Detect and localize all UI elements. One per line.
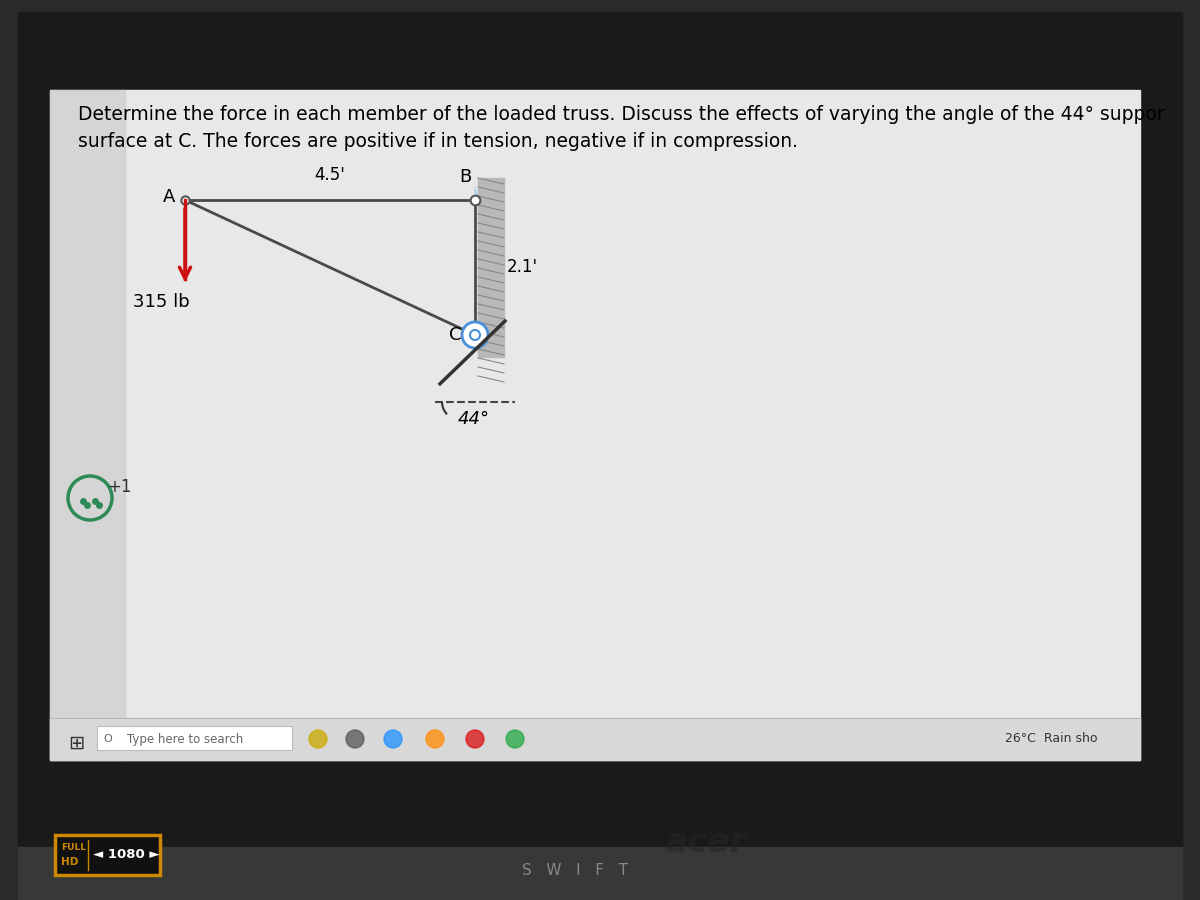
Text: HD: HD <box>61 857 78 867</box>
Circle shape <box>426 730 444 748</box>
Text: Determine the force in each member of the loaded truss. Discuss the effects of v: Determine the force in each member of th… <box>78 105 1165 124</box>
Circle shape <box>384 730 402 748</box>
Text: +1: +1 <box>107 478 132 496</box>
Bar <box>55 835 160 875</box>
Circle shape <box>310 730 326 748</box>
Bar <box>50 90 125 760</box>
Bar <box>18 847 1182 900</box>
Text: 26°C  Rain sho: 26°C Rain sho <box>1006 733 1098 745</box>
Text: 315 lb: 315 lb <box>133 293 190 311</box>
Text: acer: acer <box>665 826 746 859</box>
Text: A: A <box>163 188 175 206</box>
Bar <box>50 90 1140 760</box>
Text: Type here to search: Type here to search <box>127 733 244 745</box>
Text: B: B <box>458 168 472 186</box>
Circle shape <box>462 322 488 348</box>
Text: 44°: 44° <box>458 410 490 427</box>
Text: 4.5': 4.5' <box>314 166 346 184</box>
Text: ◄ 1080 ►: ◄ 1080 ► <box>94 849 160 861</box>
Bar <box>478 178 504 357</box>
Text: C: C <box>449 326 462 344</box>
Circle shape <box>470 330 480 340</box>
Bar <box>97 726 292 750</box>
Circle shape <box>506 730 524 748</box>
Circle shape <box>346 730 364 748</box>
Bar <box>50 718 1140 760</box>
Text: 2.1': 2.1' <box>508 258 538 276</box>
Circle shape <box>466 730 484 748</box>
Text: ⊞: ⊞ <box>68 734 84 752</box>
Text: S   W   I   F   T: S W I F T <box>522 863 628 878</box>
Polygon shape <box>475 187 478 213</box>
Text: FULL: FULL <box>61 843 86 852</box>
Text: O: O <box>103 734 113 744</box>
Text: surface at C. The forces are positive if in tension, negative if in compression.: surface at C. The forces are positive if… <box>78 132 798 151</box>
